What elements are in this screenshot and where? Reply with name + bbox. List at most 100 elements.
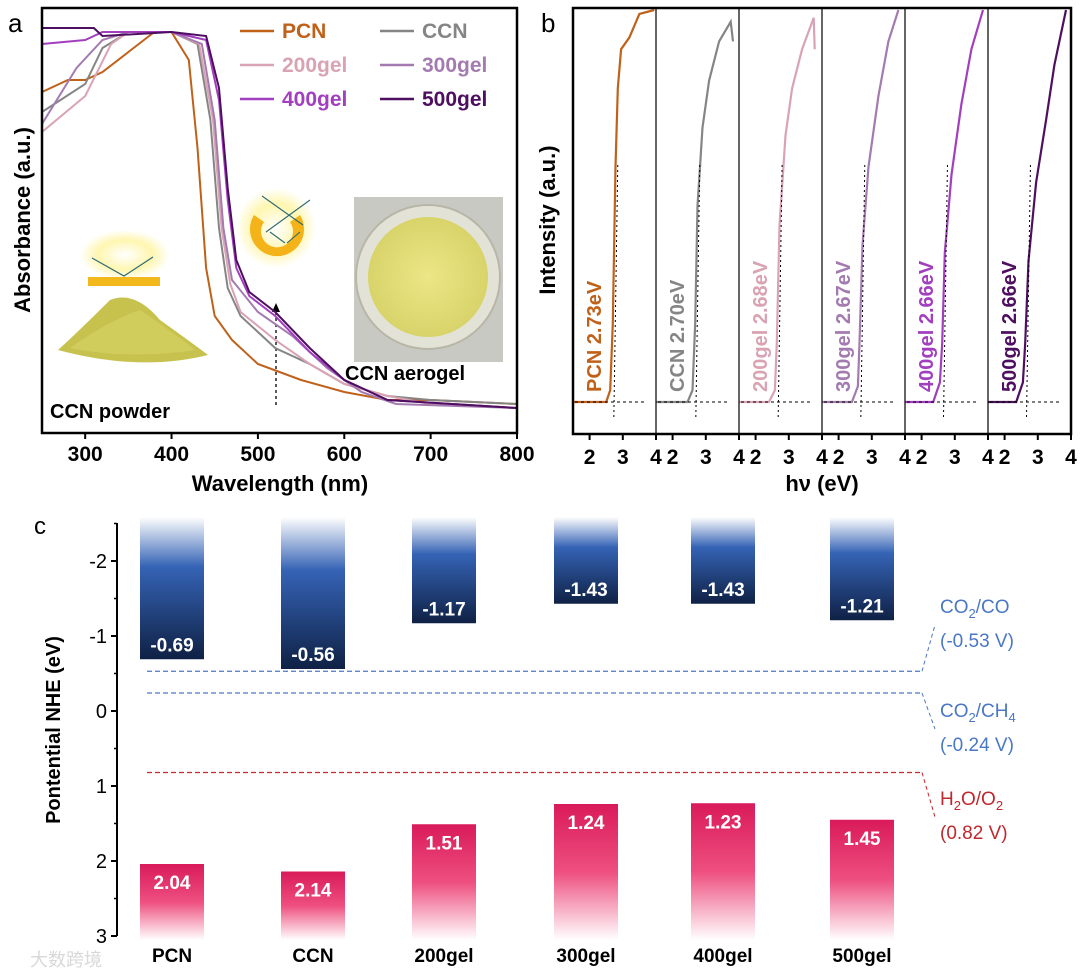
flat-surface-icon <box>88 277 160 286</box>
multiple-reflection-arrow-icon <box>261 195 311 244</box>
vb-value-label: 1.45 <box>844 829 881 850</box>
reference-label-co2-co: CO2/CO <box>940 597 1010 621</box>
x-tick-label: 700 <box>413 443 448 466</box>
reference-label-part: 2 <box>996 798 1003 813</box>
vb-value-label: 1.24 <box>568 813 605 834</box>
cb-value-label: -0.56 <box>291 645 334 666</box>
panel-label-b: b <box>541 8 555 38</box>
x-tick-label: 4 <box>816 446 828 469</box>
x-tick-label: 2 <box>833 446 845 469</box>
valence-band-bar-500gel <box>830 819 894 940</box>
x-tick-label: 3 <box>617 446 629 469</box>
vb-value-label: 1.51 <box>426 833 463 854</box>
category-label-300gel: 300gel <box>556 946 615 967</box>
x-tick-label: 4 <box>733 446 745 469</box>
legend-label-200gel: 200gel <box>282 54 347 77</box>
conduction-band-bar-200gel <box>412 517 476 624</box>
reference-label-part: 2 <box>969 710 976 725</box>
reference-label-part: /CH <box>976 701 1009 722</box>
x-tick-label: 2 <box>750 446 762 469</box>
y-tick-label: 2 <box>96 851 107 873</box>
cb-value-label: -1.17 <box>422 599 465 620</box>
conduction-band-bar-300gel <box>554 517 618 604</box>
x-tick-label: 600 <box>327 443 362 466</box>
x-tick-label: 3 <box>1032 446 1044 469</box>
reference-label-part: 4 <box>1008 710 1015 725</box>
reference-label-part: O/O <box>961 789 996 810</box>
reference-label-part: H <box>940 789 954 810</box>
aerogel-powder <box>368 217 488 337</box>
category-label-pcn: PCN <box>152 946 192 967</box>
bandgap-label-pcn: PCN 2.73eV <box>584 280 606 392</box>
caption-ccn-aerogel: CCN aerogel <box>345 363 465 385</box>
conduction-band-bar-pcn <box>140 517 204 660</box>
x-tick-label: 3 <box>700 446 712 469</box>
cb-value-label: -1.43 <box>701 580 744 601</box>
valence-band-bar-ccn <box>281 871 345 940</box>
vb-value-label: 1.23 <box>705 812 742 833</box>
y-tick-label: 0 <box>96 701 107 723</box>
reference-label-part: 2 <box>969 606 976 621</box>
y-axis-title: Intensity (a.u.) <box>535 145 560 294</box>
x-tick-label: 3 <box>783 446 795 469</box>
conduction-band-bar-ccn <box>281 517 345 669</box>
light-glow <box>80 230 170 280</box>
bandgap-label-200gel: 200gel 2.68eV <box>750 260 772 392</box>
reference-label-part: CO <box>940 597 969 618</box>
category-label-200gel: 200gel <box>414 946 473 967</box>
vb-value-label: 2.14 <box>295 881 332 902</box>
panel-a-absorbance-chart: a CCN powder CCN aerogel PCN CCN 200gel 300gel… <box>8 6 535 496</box>
powder-highlight <box>70 310 195 355</box>
panel-label-c: c <box>34 513 46 540</box>
y-tick-label: -2 <box>89 551 107 573</box>
arrow-head-icon <box>272 303 280 312</box>
caption-ccn-powder: CCN powder <box>50 401 170 423</box>
y-axis-title: Pontential NHE (eV) <box>43 636 65 824</box>
x-axis-title: hν (eV) <box>785 471 858 496</box>
category-label-ccn: CCN <box>292 946 333 967</box>
y-axis-title: Absorbance (a.u.) <box>10 127 35 313</box>
cb-value-label: -1.21 <box>840 596 884 617</box>
valence-band-bar-300gel <box>554 804 618 940</box>
reference-leader-line <box>921 772 936 818</box>
series-line-300gel <box>41 31 518 409</box>
reference-label-part: /CO <box>976 597 1010 618</box>
bandgap-label-300gel: 300gel 2.67eV <box>833 260 855 392</box>
reference-label-part: 2 <box>954 798 961 813</box>
plot-frame <box>571 6 1073 436</box>
x-tick-label: 3 <box>866 446 878 469</box>
x-tick-label: 3 <box>949 446 961 469</box>
bandgap-label-500gel: 500gel 2.66eV <box>999 260 1021 392</box>
watermark: 大数跨境 <box>30 950 102 970</box>
cb-value-label: -0.69 <box>150 635 193 656</box>
reference-leader-line <box>921 692 936 730</box>
bandgap-label-ccn: CCN 2.70eV <box>667 279 689 392</box>
cb-value-label: -1.43 <box>564 580 607 601</box>
conduction-band-bar-400gel <box>691 517 755 604</box>
inset-illustrations: CCN powder CCN aerogel <box>50 188 503 423</box>
series-line-pcn <box>41 31 518 405</box>
reference-label-part: CO <box>940 701 969 722</box>
category-label-400gel: 400gel <box>693 946 752 967</box>
x-tick-label: 2 <box>999 446 1011 469</box>
series-line-500gel <box>42 27 518 409</box>
legend-label-pcn: PCN <box>282 20 326 43</box>
legend-label-400gel: 400gel <box>282 88 347 111</box>
x-tick-label: 2 <box>667 446 679 469</box>
bandgap-label-400gel: 400gel 2.66eV <box>916 260 938 392</box>
tauc-curve-300gel <box>822 9 900 404</box>
reference-potential: (-0.53 V) <box>940 631 1014 652</box>
panel-label-a: a <box>8 8 23 38</box>
x-tick-label: 2 <box>916 446 928 469</box>
tauc-curve-pcn <box>573 8 655 404</box>
y-tick-label: -1 <box>89 626 107 648</box>
y-tick-label: 1 <box>96 776 107 798</box>
x-tick-label: 500 <box>240 443 275 466</box>
reference-leader-line <box>921 624 936 672</box>
valence-band-bar-400gel <box>691 803 755 940</box>
hollow-sphere-icon <box>250 215 304 257</box>
legend-label-500gel: 500gel <box>422 88 487 111</box>
